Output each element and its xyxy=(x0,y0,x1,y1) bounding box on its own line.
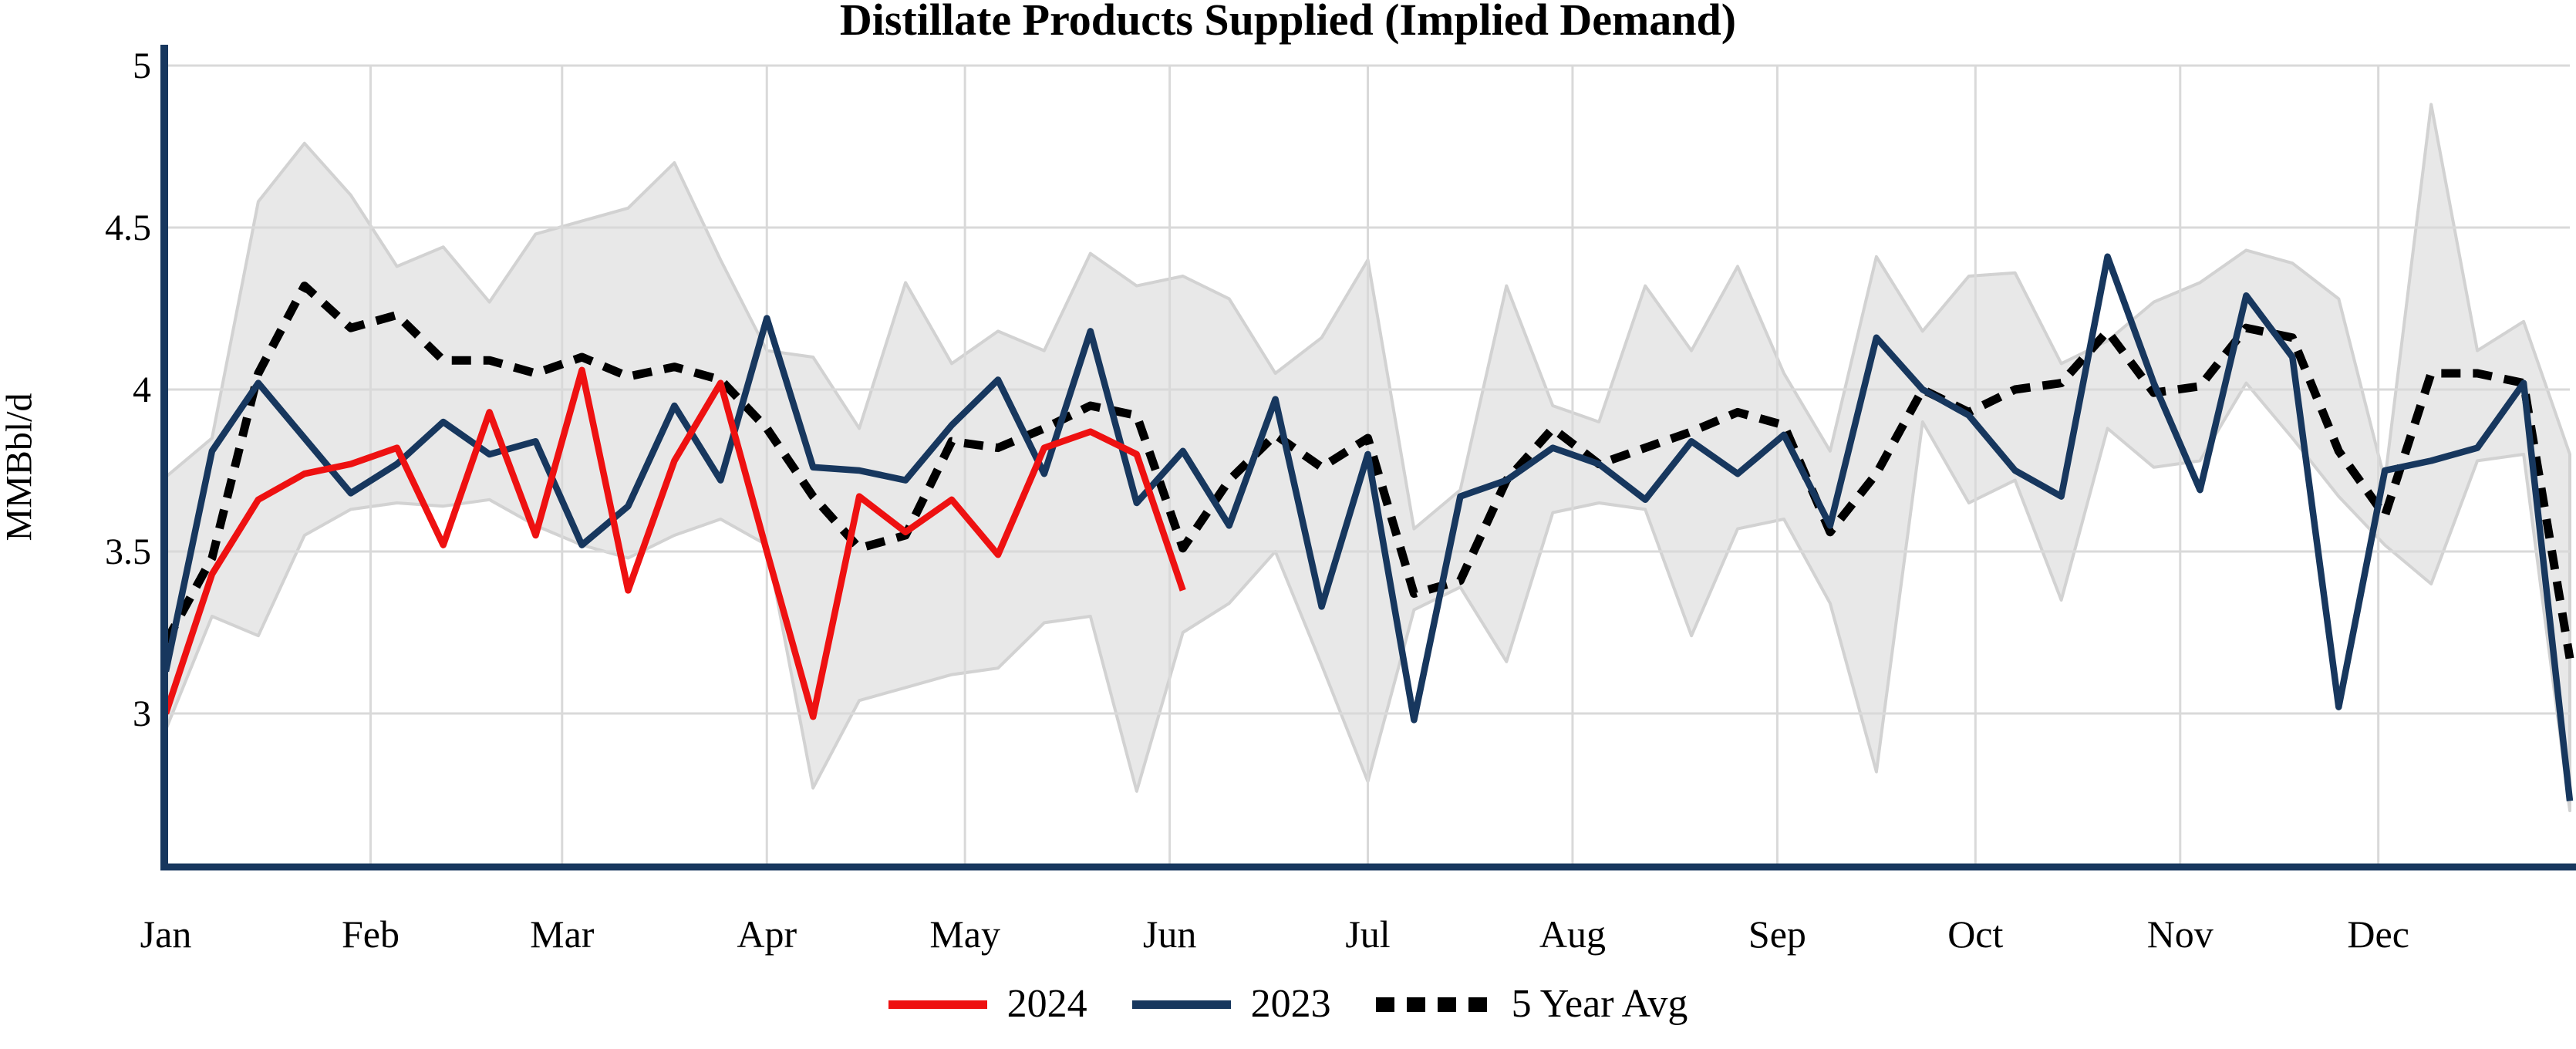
series-line-2024 xyxy=(162,366,1186,720)
series-line-2023 xyxy=(162,253,2574,801)
y-tick-label-4.5: 4.5 xyxy=(105,207,151,248)
x-tick-label-Jun: Jun xyxy=(1143,912,1196,956)
x-tick-label-Dec: Dec xyxy=(2347,912,2409,956)
x-tick-label-Jan: Jan xyxy=(140,912,192,956)
y-tick-label-3: 3 xyxy=(133,693,151,734)
x-tick-label-Apr: Apr xyxy=(737,912,797,956)
legend-label-2023: 2023 xyxy=(1250,982,1331,1026)
legend-swatch-5yr-avg xyxy=(1375,997,1492,1012)
legend-swatch-2023 xyxy=(1131,1000,1231,1009)
legend-item-2024: 2024 xyxy=(888,984,1087,1024)
legend: 2024 2023 5 Year Avg xyxy=(0,973,2576,1035)
x-tick-label-Sep: Sep xyxy=(1748,912,1806,956)
y-tick-label-5: 5 xyxy=(133,46,151,86)
x-tick-label-Jul: Jul xyxy=(1345,912,1390,956)
legend-swatch-2024 xyxy=(888,1000,987,1009)
x-tick-label-Feb: Feb xyxy=(342,912,400,956)
x-tick-label-May: May xyxy=(929,912,1000,956)
x-tick-label-Oct: Oct xyxy=(1947,912,2003,956)
legend-label-5yr-avg: 5 Year Avg xyxy=(1511,982,1688,1026)
x-tick-label-Nov: Nov xyxy=(2147,912,2214,956)
legend-label-2024: 2024 xyxy=(1006,982,1087,1026)
x-tick-label-Aug: Aug xyxy=(1539,912,1606,956)
chart-title: Distillate Products Supplied (Implied De… xyxy=(839,0,1737,45)
x-tick-label-Mar: Mar xyxy=(530,912,595,956)
legend-item-5yr-avg: 5 Year Avg xyxy=(1375,982,1688,1026)
series-line-5yr-avg xyxy=(162,282,2574,659)
y-tick-label-4: 4 xyxy=(133,369,151,410)
legend-item-2023: 2023 xyxy=(1131,982,1331,1026)
y-tick-label-3.5: 3.5 xyxy=(105,531,151,572)
